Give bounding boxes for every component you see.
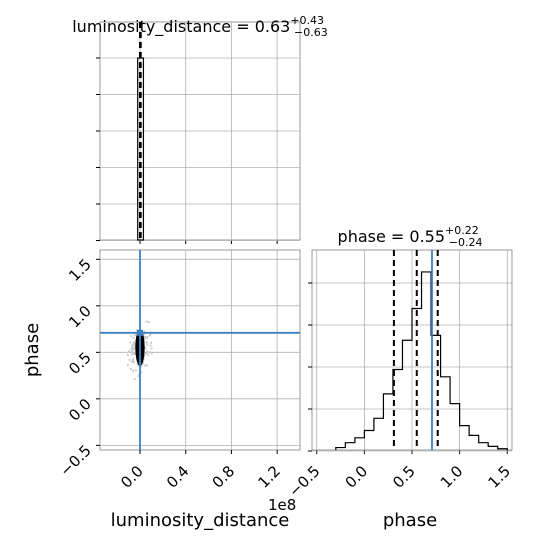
scatter-sample-point <box>144 364 147 367</box>
scatter-sample-point <box>132 369 135 372</box>
scatter-sample-point <box>146 343 149 346</box>
lum-marginal-panel <box>96 22 300 244</box>
scatter-sample-point <box>133 378 136 381</box>
scatter-ytick-label-1: 0.0 <box>65 395 95 425</box>
scatter-xtick-label-2: 0.8 <box>209 462 239 492</box>
scatter-xtick-label-0: 0.0 <box>117 462 147 492</box>
scatter-ytick-label-2: 0.5 <box>65 348 95 378</box>
scatter-sample-point <box>131 359 135 362</box>
scatter-truth-marker <box>137 329 143 336</box>
lum-marginal-title: luminosity_distance = 0.63+0.43 −0.63 <box>72 14 328 39</box>
scatter-sample-point <box>132 357 135 360</box>
phase-marginal-title: phase = 0.55+0.22 −0.24 <box>338 224 483 249</box>
scatter-sample-point <box>130 348 133 351</box>
scatter-sample-point <box>150 347 153 350</box>
scatter-sample-point <box>146 353 150 356</box>
scatter-ytick-label-3: 1.0 <box>65 302 95 332</box>
phase-marginal-panel: −0.5 0.0 0.5 1.0 1.5 <box>285 250 514 501</box>
scatter-sample-point <box>145 341 148 344</box>
scatter-sample-point <box>132 336 135 340</box>
scatter-sample-point <box>126 363 129 367</box>
x-axis-label-luminosity: luminosity_distance <box>111 510 290 531</box>
scatter-sample-point <box>145 350 149 353</box>
scatter-sample-point <box>126 353 129 357</box>
scatter-sample-point <box>129 367 132 370</box>
scatter-sample-point <box>147 320 150 324</box>
phase-xtick-label-2: 0.5 <box>389 462 419 492</box>
scatter-sample-point <box>132 347 136 350</box>
scatter-sample-point <box>130 350 133 354</box>
scatter-sample-point <box>131 344 134 347</box>
scatter-sample-point <box>129 335 133 338</box>
scatter-ytick-label-4: 1.5 <box>65 255 95 285</box>
scatter-sample-point <box>146 335 149 339</box>
scatter-frame <box>99 249 301 451</box>
scatter-sample-point <box>145 364 149 367</box>
scatter-sample-point <box>148 351 152 354</box>
x-axis-label-phase: phase <box>383 510 437 531</box>
x-scale-offset-label: 1e8 <box>268 496 296 514</box>
scatter-sample-point <box>129 341 132 344</box>
scatter-sample-point <box>134 369 137 372</box>
scatter-sample-point <box>150 341 153 344</box>
scatter-sample-point <box>133 342 136 345</box>
phase-hist-steps <box>335 271 508 450</box>
scatter-sample-point <box>149 333 152 336</box>
scatter-xtick-label-1: 0.4 <box>163 462 193 492</box>
scatter-panel: 0.0 0.4 0.8 1.2 −0.5 0.0 0.5 1.0 1.5 <box>56 250 300 492</box>
scatter-ytick-label-0: −0.5 <box>56 441 94 479</box>
scatter-sample-point <box>127 350 130 353</box>
scatter-sample-point <box>130 353 134 356</box>
phase-xtick-label-3: 1.0 <box>437 462 467 492</box>
scatter-sample-point <box>150 351 153 355</box>
scatter-sample-point <box>149 344 152 347</box>
phase-xtick-label-4: 1.5 <box>484 462 514 492</box>
phase-xtick-label-0: −0.5 <box>285 462 323 500</box>
scatter-sample-point <box>145 352 148 355</box>
lum-hist-bar <box>137 57 145 241</box>
phase-xtick-label-1: 0.0 <box>342 462 372 492</box>
scatter-xtick-label-3: 1.2 <box>254 462 284 492</box>
scatter-sample-point <box>133 334 136 337</box>
scatter-sample-point <box>131 346 134 349</box>
scatter-sample-point <box>128 358 131 361</box>
y-axis-label-phase: phase <box>22 323 43 377</box>
scatter-sample-point <box>145 320 148 323</box>
